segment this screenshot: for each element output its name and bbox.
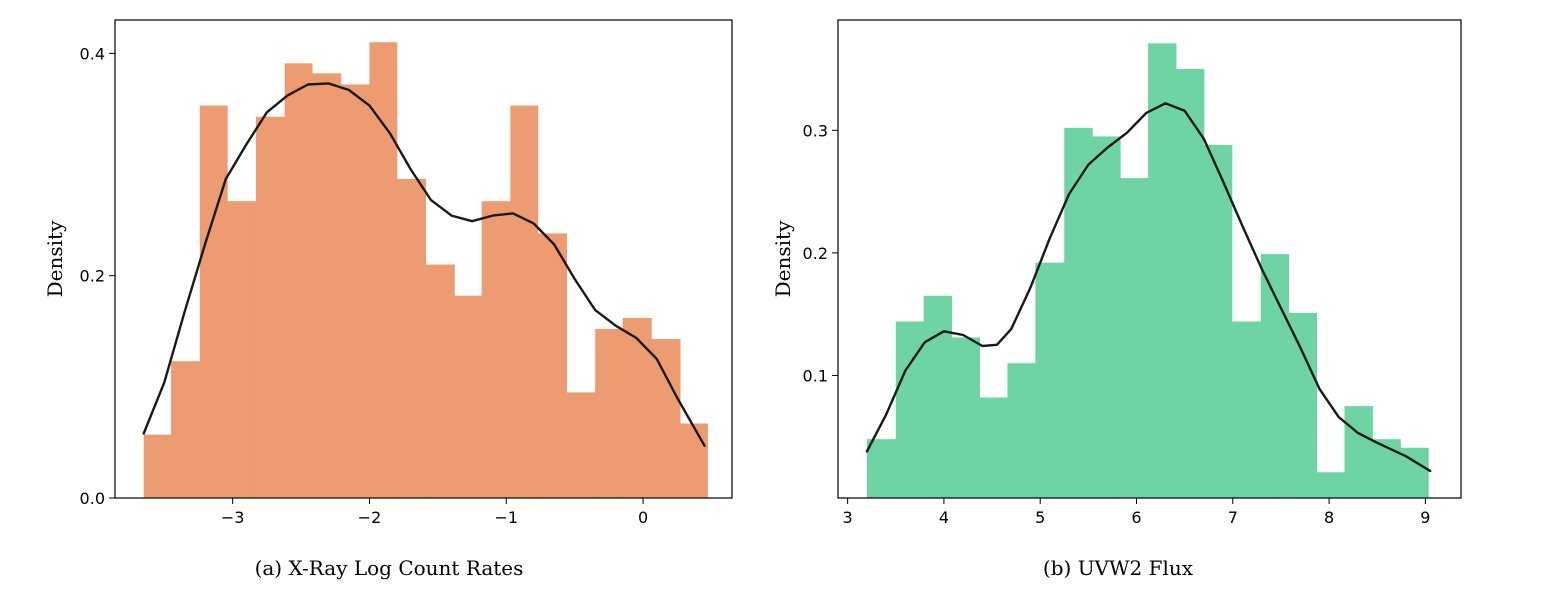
histogram-bars-b: [866, 43, 1429, 499]
x-axis-b: 3 4 5 6 7 8 9: [843, 498, 1430, 527]
histogram-bar: [622, 317, 652, 498]
kde-line: [142, 82, 706, 447]
histogram-bar: [1288, 312, 1318, 498]
x-tick-label: −3: [221, 508, 245, 527]
y-tick-label: 0.1: [803, 366, 828, 385]
y-axis-b: 0.1 0.2 0.3: [803, 121, 838, 385]
histogram-bar: [566, 392, 596, 498]
x-tick-label: 0: [638, 508, 648, 527]
histogram-bar: [1175, 69, 1205, 499]
histogram-bar: [595, 329, 624, 498]
histogram-bar: [255, 116, 286, 499]
histogram-bar: [1316, 472, 1345, 498]
histogram-bar: [171, 361, 201, 498]
panel-b: 3 4 5 6 7 8 9 0.1 0.2 0.3 Density (b) UVW2 Flux: [771, 19, 1462, 580]
histogram-bar: [537, 233, 567, 498]
y-tick-label: 0.0: [80, 489, 105, 508]
histogram-bar: [979, 397, 1008, 498]
plot-frame-a: [114, 19, 733, 499]
panel-a: −3 −2 −1 0 0.0 0.2 0.4 Density (a) X-Ray Log …: [43, 19, 733, 580]
y-tick-label: 0.2: [80, 267, 105, 286]
histogram-bar: [1064, 127, 1093, 498]
y-axis-a: 0.0 0.2 0.4: [80, 44, 115, 508]
histogram-bar: [1092, 136, 1121, 498]
x-tick-label: 3: [843, 508, 853, 527]
histogram-bar: [396, 178, 427, 499]
y-axis-label-b: Density: [771, 220, 795, 297]
histogram-bar: [227, 201, 257, 498]
histogram-bar: [143, 434, 172, 498]
histogram-bar: [951, 337, 981, 498]
histogram-bar: [680, 423, 708, 498]
histogram-bars-a: [143, 42, 708, 499]
histogram-bar: [923, 295, 953, 498]
x-axis-a: −3 −2 −1 0: [221, 498, 648, 527]
x-tick-label: −1: [494, 508, 518, 527]
histogram-bar: [481, 201, 511, 498]
kde-line: [865, 102, 1432, 473]
caption-a: (a) X-Ray Log Count Rates: [255, 556, 524, 580]
histogram-bar: [369, 42, 398, 499]
histogram-bar: [1120, 178, 1149, 498]
plot-frame-b: [837, 19, 1462, 499]
histogram-bar: [866, 439, 897, 498]
histogram-bar: [1148, 43, 1177, 499]
histogram-bar: [651, 339, 681, 498]
histogram-bar: [1260, 254, 1290, 498]
y-axis-label-a: Density: [43, 220, 67, 297]
histogram-bar: [1007, 363, 1036, 498]
x-tick-label: −2: [358, 508, 382, 527]
histogram-bar: [454, 295, 483, 498]
x-tick-label: 7: [1228, 508, 1238, 527]
caption-b: (b) UVW2 Flux: [1043, 556, 1194, 580]
histogram-bar: [199, 105, 228, 499]
histogram-bar: [425, 264, 455, 498]
y-tick-label: 0.3: [803, 121, 828, 140]
x-tick-label: 8: [1324, 508, 1334, 527]
y-tick-label: 0.4: [80, 44, 105, 63]
histogram-bar: [1203, 145, 1233, 498]
x-tick-label: 6: [1131, 508, 1141, 527]
histogram-bar: [510, 105, 539, 499]
kde-curve-a: [142, 82, 706, 447]
histogram-bar: [312, 73, 342, 498]
x-tick-label: 5: [1035, 508, 1045, 527]
y-tick-label: 0.2: [803, 244, 828, 263]
histogram-bar: [1372, 439, 1401, 498]
histogram-bar: [284, 63, 313, 499]
histogram-bar: [1344, 406, 1373, 498]
x-tick-label: 9: [1420, 508, 1430, 527]
x-tick-label: 4: [939, 508, 949, 527]
histogram-bar: [1035, 262, 1065, 498]
kde-curve-b: [865, 102, 1432, 473]
histogram-bar: [340, 84, 370, 498]
histogram-bar: [1231, 321, 1262, 498]
